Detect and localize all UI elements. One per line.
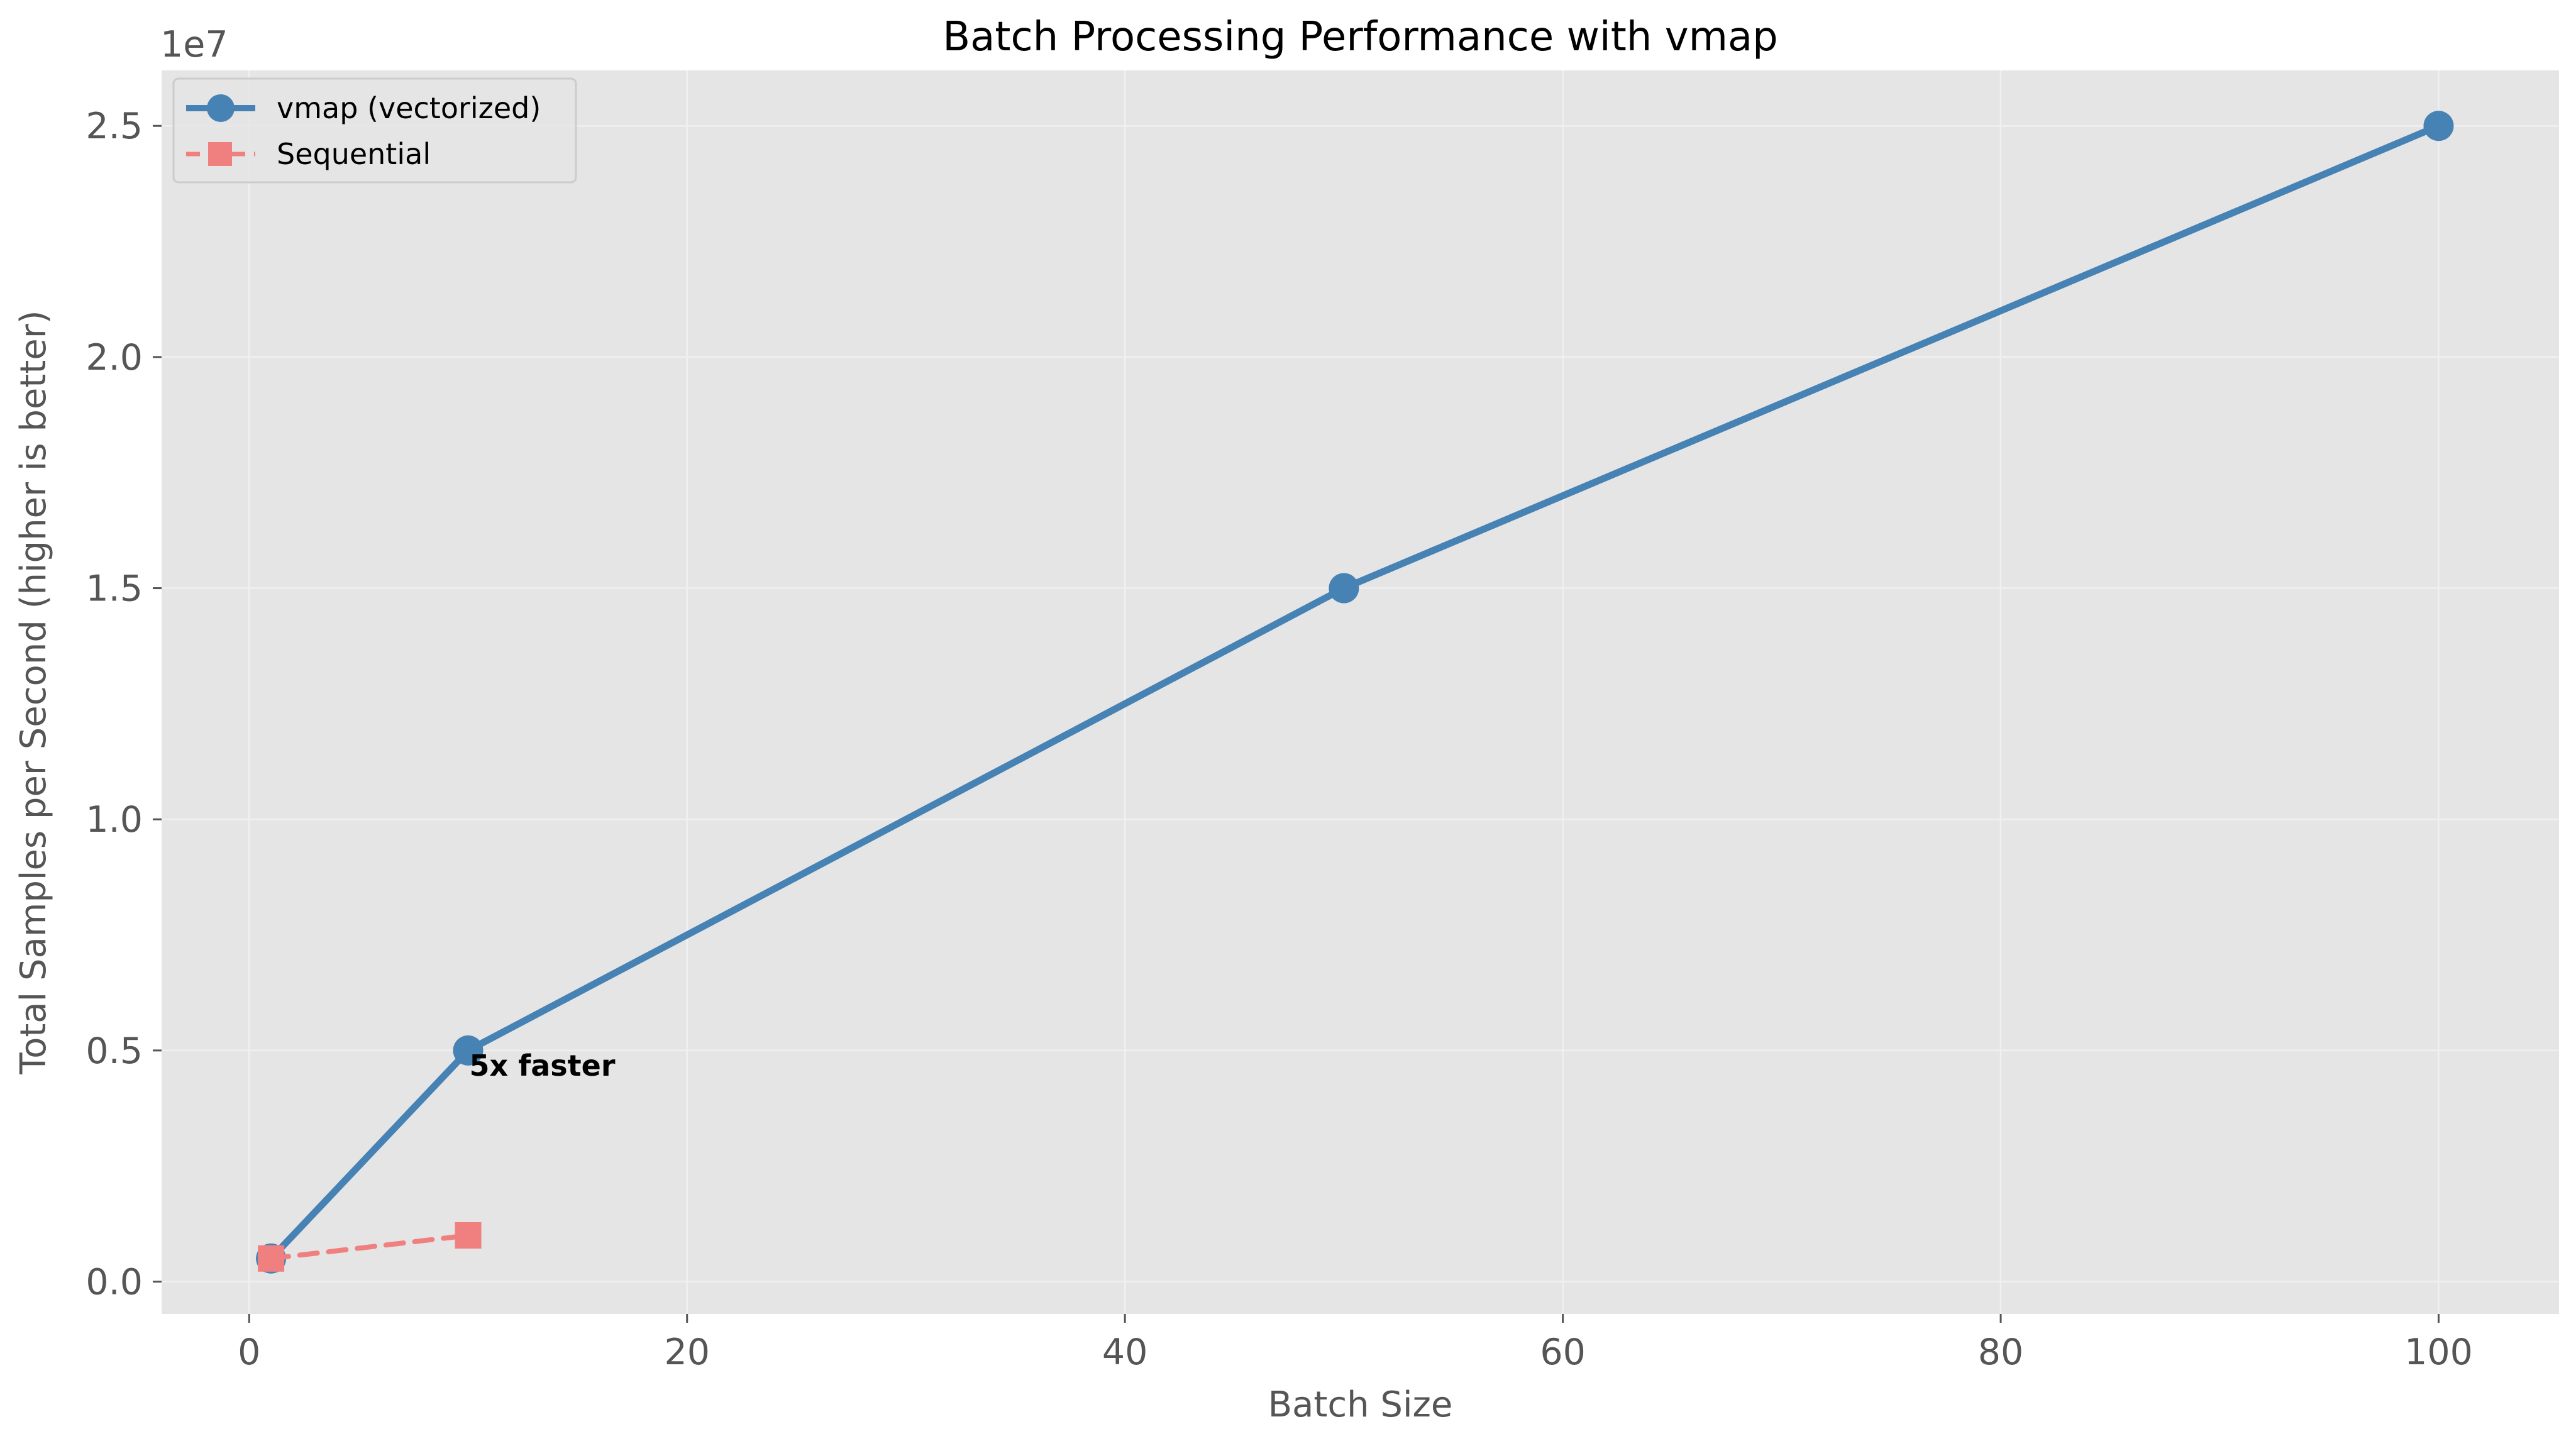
y-tick-label-2: 1.0 — [86, 799, 143, 841]
chart-title: Batch Processing Performance with vmap — [943, 14, 1778, 60]
y-tick-label-5: 2.5 — [86, 106, 143, 147]
legend-entry-sequential[interactable]: Sequential — [186, 137, 431, 171]
legend-label-sequential: Sequential — [277, 137, 431, 171]
x-tick-label-0: 0 — [238, 1332, 260, 1373]
y-tick-label-0: 0.0 — [86, 1262, 143, 1303]
x-tick-label-4: 80 — [1978, 1332, 2024, 1373]
x-tick-label-5: 100 — [2404, 1332, 2473, 1373]
grid-lines — [162, 70, 2559, 1314]
legend-marker-vmap — [207, 94, 235, 122]
legend-marker-sequential — [208, 142, 232, 166]
y-tick-label-1: 0.5 — [86, 1030, 143, 1072]
data-point-sequential-0 — [258, 1245, 285, 1272]
y-tick-label-4: 2.0 — [86, 337, 143, 378]
tick-labels: 0 20 40 60 80 100 0.0 0.5 1.0 1.5 2.0 2.5 — [86, 106, 2473, 1373]
x-tick-label-1: 20 — [664, 1332, 710, 1373]
data-point-vmap-3 — [2423, 111, 2454, 141]
plot-area-background — [162, 70, 2559, 1314]
x-tick-label-3: 60 — [1540, 1332, 1586, 1373]
legend-box — [172, 77, 577, 184]
data-point-vmap-2 — [1329, 573, 1359, 604]
series-line-sequential — [268, 1232, 471, 1261]
series-line-vmap — [267, 122, 2442, 1262]
data-point-vmap-1 — [453, 1035, 484, 1066]
data-point-sequential-1 — [455, 1222, 482, 1249]
x-axis-label: Batch Size — [1268, 1384, 1453, 1425]
y-tick-label-3: 1.5 — [86, 568, 143, 610]
annotation-5x-faster: 5x faster — [470, 1049, 616, 1083]
legend-label-vmap: vmap (vectorized) — [277, 91, 541, 125]
series-layer — [256, 111, 2454, 1274]
x-tick-label-2: 40 — [1102, 1332, 1148, 1373]
y-axis-offset-label: 1e7 — [160, 24, 228, 65]
legend[interactable]: vmap (vectorized) Sequential — [172, 77, 577, 184]
y-axis-label: Total Samples per Second (higher is bett… — [13, 310, 54, 1074]
legend-entry-vmap[interactable]: vmap (vectorized) — [186, 91, 541, 125]
